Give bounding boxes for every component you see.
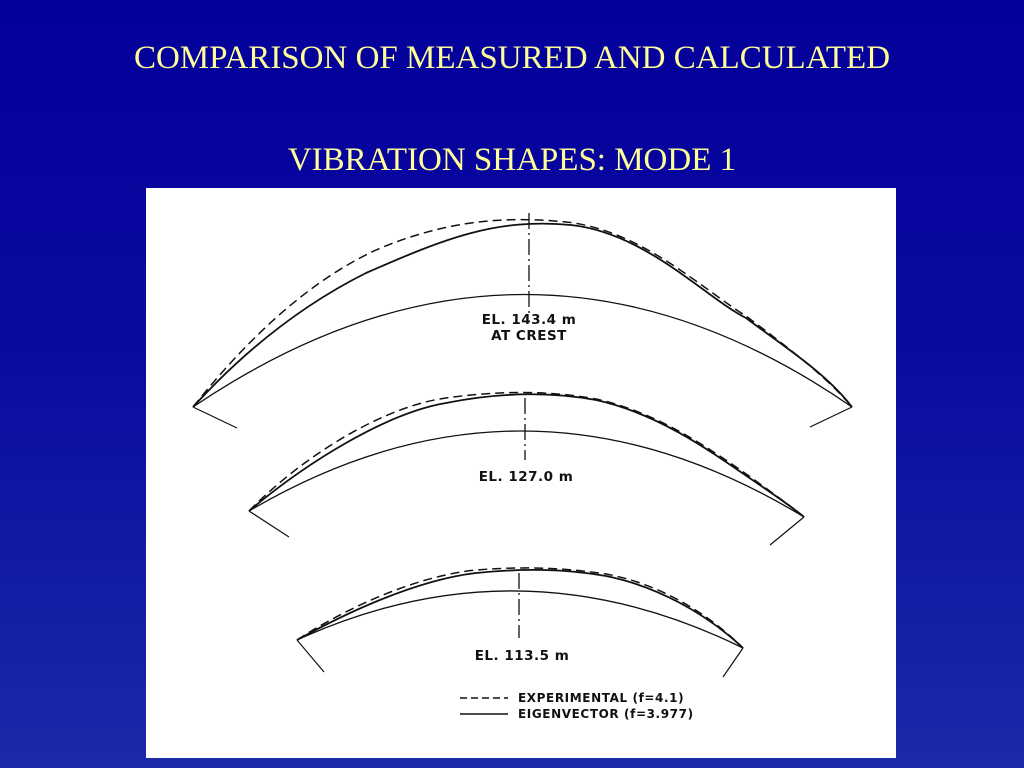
experimental-shape-el-113	[296, 567, 744, 649]
elevation-label-el-127: EL. 127.0 m	[479, 469, 574, 485]
elevation-label-el-113: EL. 113.5 m	[475, 648, 570, 664]
section-crest: EL. 143.4 m AT CREST	[192, 213, 853, 429]
undeformed-arch-el-113	[296, 590, 744, 649]
left-abutment-line-el-113	[296, 639, 325, 673]
mode-shape-figure: EL. 143.4 m AT CREST EL. 127.0 m EL. 113…	[146, 188, 896, 758]
mode-shape-diagram: EL. 143.4 m AT CREST EL. 127.0 m EL. 113…	[192, 213, 853, 721]
legend-eigenvector-label: EIGENVECTOR (f=3.977)	[518, 707, 694, 721]
right-abutment-line-el-127	[769, 516, 805, 546]
left-abutment-line-el-127	[248, 510, 290, 538]
section-el-113: EL. 113.5 m	[296, 567, 744, 678]
legend-experimental-label: EXPERIMENTAL (f=4.1)	[518, 691, 684, 705]
experimental-shape-el-127	[248, 391, 805, 518]
slide-title-line-1: COMPARISON OF MEASURED AND CALCULATED	[133, 40, 891, 76]
section-el-127: EL. 127.0 m	[248, 391, 805, 546]
left-abutment-line-crest	[192, 406, 238, 429]
undeformed-arch-el-127	[248, 430, 805, 518]
eigenvector-shape-el-113	[296, 568, 744, 649]
experimental-shape-crest	[192, 218, 853, 408]
eigenvector-shape-el-127	[248, 393, 805, 518]
slide-title-line-2: VIBRATION SHAPES: MODE 1	[287, 142, 737, 178]
crest-sub-label: AT CREST	[491, 328, 567, 344]
elevation-label-crest: EL. 143.4 m	[482, 312, 577, 328]
right-abutment-line-crest	[809, 406, 853, 428]
eigenvector-shape-crest	[192, 222, 853, 408]
legend: EXPERIMENTAL (f=4.1) EIGENVECTOR (f=3.97…	[460, 691, 694, 721]
undeformed-arch-crest	[192, 293, 853, 408]
right-abutment-line-el-113	[722, 647, 744, 678]
